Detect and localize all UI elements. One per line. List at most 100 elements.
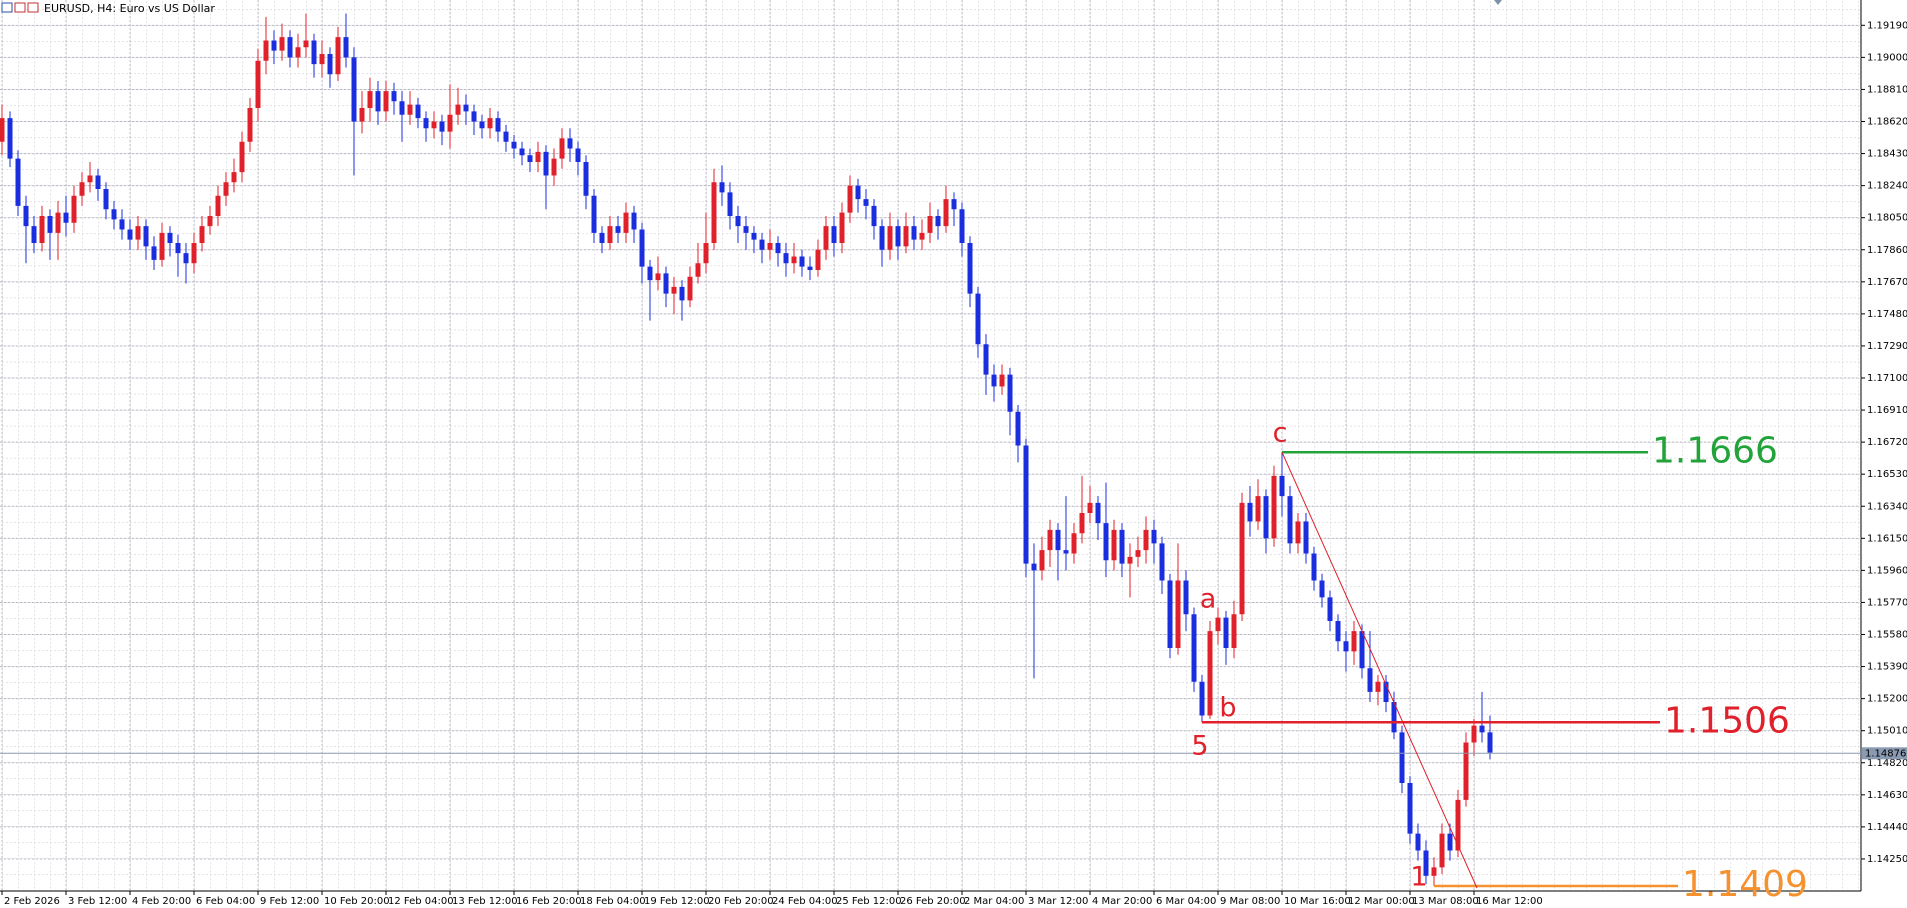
candle-body (95, 175, 101, 189)
candle-body (247, 108, 253, 142)
y-tick-label: 1.16530 (1867, 469, 1907, 480)
candle-body (951, 199, 957, 210)
y-tick-label: 1.17290 (1867, 341, 1907, 352)
candle-body (631, 212, 637, 230)
candle-body (1455, 799, 1461, 851)
candle-body (1271, 475, 1277, 539)
candle-body (1295, 521, 1301, 544)
candle-body (1031, 563, 1037, 571)
candle-body (239, 141, 245, 173)
x-tick-label: 26 Feb 20:00 (900, 896, 966, 907)
candle-body (783, 253, 789, 264)
y-tick-label: 1.15390 (1867, 662, 1907, 673)
candle-body (295, 47, 301, 58)
x-tick-label: 13 Feb 12:00 (452, 896, 518, 907)
candle-body (1055, 529, 1061, 551)
candle-body (455, 104, 461, 115)
candle-body (1471, 725, 1477, 743)
candle-body (1383, 681, 1389, 702)
candle-body (727, 192, 733, 216)
candle-body (1263, 496, 1269, 539)
candle-body (1095, 502, 1101, 524)
candle-body (719, 182, 725, 193)
candle-body (87, 175, 93, 183)
x-tick-label: 10 Mar 16:00 (1284, 896, 1351, 907)
candle-body (367, 91, 373, 108)
current-price-box (1862, 747, 1907, 760)
x-tick-label: 3 Feb 12:00 (68, 896, 127, 907)
candle-body (343, 37, 349, 58)
candle-body (39, 216, 45, 243)
candle-body (271, 40, 277, 51)
candle-body (911, 226, 917, 240)
wave-label: 5 (1191, 731, 1208, 762)
candle-body (231, 172, 237, 183)
x-tick-label: 18 Feb 04:00 (580, 896, 646, 907)
candle-body (1447, 833, 1453, 851)
candle-body (183, 253, 189, 264)
x-tick-label: 3 Mar 12:00 (1028, 896, 1088, 907)
wave-label: a (1200, 584, 1217, 615)
candle-body (1303, 521, 1309, 554)
candle-body (1399, 732, 1405, 783)
x-tick-label: 9 Feb 12:00 (260, 896, 319, 907)
trend-line (1281, 452, 1478, 889)
candle-body (519, 148, 525, 156)
candle-body (263, 40, 269, 61)
candle-body (399, 101, 405, 115)
candle-body (447, 114, 453, 132)
y-tick-label: 1.16340 (1867, 501, 1907, 512)
candle-body (0, 118, 5, 142)
candle-body (591, 195, 597, 233)
y-tick-label: 1.14440 (1867, 822, 1907, 833)
candle-body (1215, 617, 1221, 632)
candle-body (935, 216, 941, 227)
candle-body (1343, 641, 1349, 652)
candle-body (711, 182, 717, 243)
wave-label: c (1273, 418, 1288, 449)
y-tick-label: 1.18050 (1867, 213, 1907, 224)
candle-body (1415, 833, 1421, 851)
x-tick-label: 6 Mar 04:00 (1156, 896, 1216, 907)
candle-body (1159, 543, 1165, 581)
level-label: 1.1409 (1682, 864, 1808, 905)
candle-body (215, 195, 221, 216)
candle-body (807, 266, 813, 270)
candle-body (663, 273, 669, 294)
y-tick-label: 1.17860 (1867, 245, 1907, 256)
chart-icon (14, 2, 26, 13)
candle-body (423, 118, 429, 129)
candle-body (847, 185, 853, 213)
candle-body (1327, 597, 1333, 621)
candle-body (1135, 550, 1141, 557)
candle-body (623, 212, 629, 233)
x-tick-label: 10 Feb 20:00 (324, 896, 390, 907)
candle-body (1151, 529, 1157, 544)
candle-body (1167, 580, 1173, 648)
y-tick-label: 1.18620 (1867, 117, 1907, 128)
candle-body (135, 226, 141, 240)
candle-body (767, 243, 773, 250)
candle-body (647, 266, 653, 281)
candle-body (31, 226, 37, 243)
candle-body (999, 374, 1005, 387)
candle-body (831, 226, 837, 243)
candle-body (1487, 732, 1493, 753)
candle-body (671, 286, 677, 294)
x-tick-label: 19 Feb 12:00 (644, 896, 710, 907)
candle-body (895, 226, 901, 247)
candle-body (751, 232, 757, 240)
candle-body (103, 189, 109, 210)
x-tick-label: 2 Mar 04:00 (964, 896, 1024, 907)
candle-body (1175, 580, 1181, 648)
candle-body (1191, 614, 1197, 682)
candle-body (223, 182, 229, 196)
candle-body (1463, 742, 1469, 800)
x-tick-label: 6 Feb 04:00 (196, 896, 255, 907)
candle-body (567, 138, 573, 149)
grid-background (0, 0, 1861, 891)
candle-body (639, 229, 645, 267)
candle-body (79, 182, 85, 196)
